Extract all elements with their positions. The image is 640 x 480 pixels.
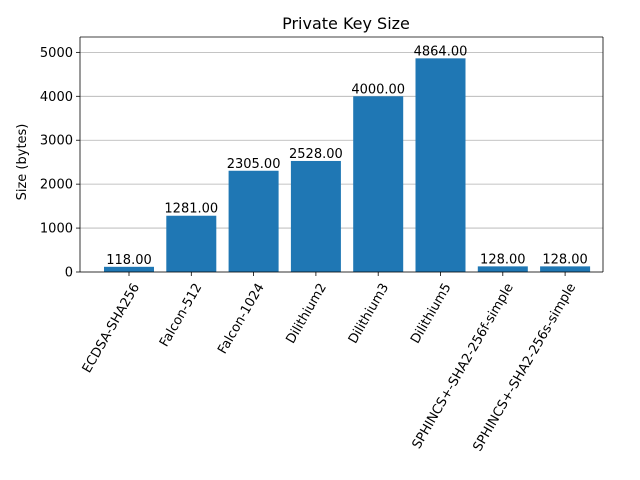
data-label: 4864.00 [414,44,468,59]
y-tick-label: 1000 [40,222,73,237]
data-label: 118.00 [106,253,152,268]
bar [540,266,591,272]
y-tick-label: 3000 [40,134,73,149]
x-tick-label: Dilithium3 [346,281,392,346]
bars [104,58,591,273]
y-tick-label: 2000 [40,178,73,193]
data-label: 2528.00 [289,147,343,162]
x-tick-label: Falcon-512 [157,281,205,350]
y-tick-label: 4000 [40,90,73,105]
data-label: 128.00 [542,252,588,267]
plot-frame [79,36,604,273]
x-tick-label: Falcon-1024 [215,281,267,357]
y-axis-ticks: 0 1000 2000 3000 4000 5000 [40,46,80,281]
bar [166,215,217,272]
bar [104,266,154,272]
data-label: 2305.00 [227,157,281,172]
x-tick-label: Dilithium5 [408,281,454,346]
y-tick-label: 5000 [40,46,73,61]
x-tick-label: Dilithium2 [284,281,330,346]
bar [353,96,404,272]
data-labels: 118.00 1281.00 2305.00 2528.00 4000.00 4864.0… [106,44,588,267]
bar [228,170,279,272]
gridlines [80,51,603,273]
x-tick-label: SPHINCS+-SHA2-256s-simple [470,281,579,454]
x-tick-label: ECDSA-SHA256 [80,281,143,376]
y-axis-label: Size (bytes) [15,124,30,201]
chart-title: Private Key Size [282,14,410,33]
x-axis-ticks: ECDSA-SHA256 Falcon-512 Falcon-1024 Dilithi… [80,272,579,454]
bar [290,160,341,272]
data-label: 128.00 [480,252,526,267]
data-label: 4000.00 [351,82,405,97]
bar [415,58,466,273]
y-tick-label: 0 [65,266,73,281]
bar [477,266,528,272]
data-label: 1281.00 [164,202,218,217]
